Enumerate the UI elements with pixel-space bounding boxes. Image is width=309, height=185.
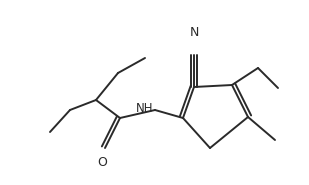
Text: O: O (97, 157, 107, 169)
Text: NH: NH (136, 102, 153, 115)
Text: N: N (189, 26, 199, 38)
